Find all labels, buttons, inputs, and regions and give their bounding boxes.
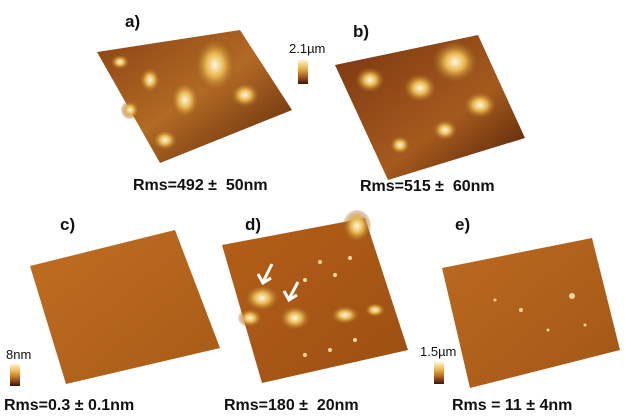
panel-a-surface [97,30,292,163]
caption-b: Rms=515 ± 60nm [360,178,495,195]
panel-c-surface [30,230,220,384]
scale-label-left: 8nm [6,347,32,362]
panel-b-surface [335,35,525,180]
panel-label-b: b) [353,22,370,41]
scale-label-right: 1.5µm [420,344,457,359]
colorbar-left [10,364,20,386]
caption-c: Rms=0.3 ± 0.1nm [4,397,135,414]
panel-d-surface [222,210,408,383]
panel-label-a: a) [125,12,141,31]
arrow-icon [256,263,274,286]
caption-e: Rms = 11 ± 4nm [452,397,573,414]
panel-label-c: c) [60,215,76,234]
scale-label-top: 2.1µm [289,41,326,56]
panel-e-surface [442,238,620,388]
colorbar-top [298,60,308,84]
caption-a: Rms=492 ± 50nm [133,177,268,194]
colorbar-right [434,362,444,384]
panel-label-e: e) [455,215,471,234]
caption-d: Rms=180 ± 20nm [224,397,359,414]
arrow-icon [282,281,300,303]
panel-label-d: d) [245,215,262,234]
